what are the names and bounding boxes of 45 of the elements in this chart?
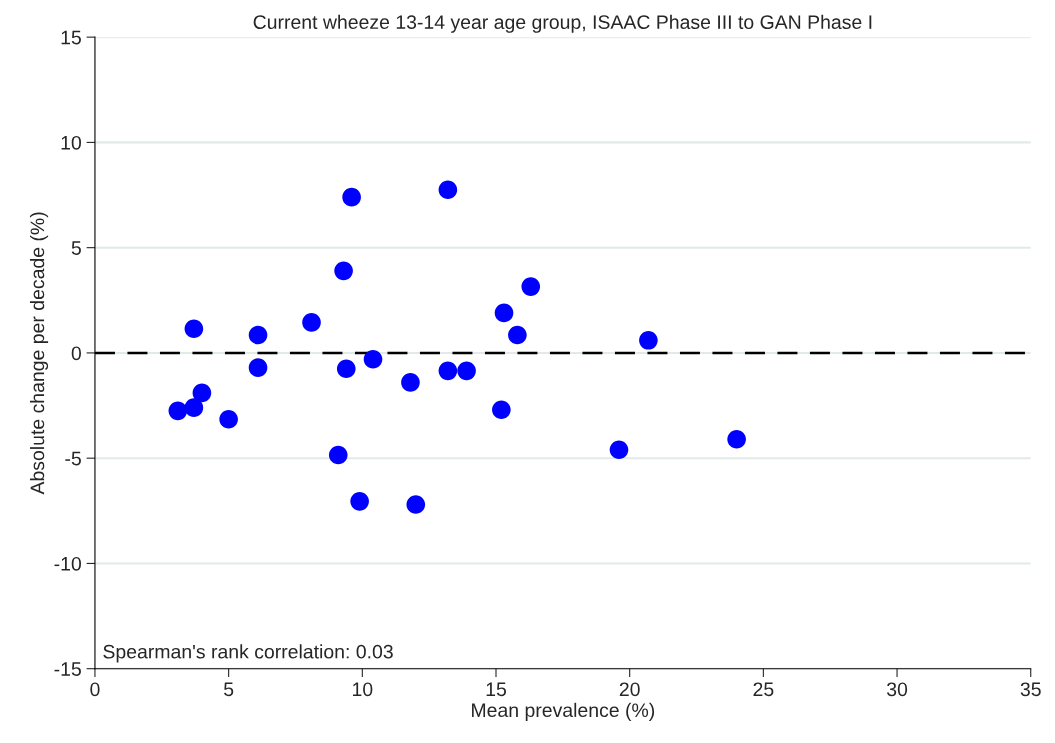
point xyxy=(302,313,321,332)
x-tick-label: 0 xyxy=(90,682,100,697)
point xyxy=(438,180,458,200)
point xyxy=(508,325,527,345)
point xyxy=(336,359,356,379)
x-tick-label: 15 xyxy=(486,682,506,697)
point xyxy=(168,401,188,421)
y-tick-label: -5 xyxy=(65,451,81,466)
point xyxy=(363,349,383,369)
y-axis-title: Absolute change per decade (%) xyxy=(29,212,49,495)
y-tick-label: 15 xyxy=(61,30,81,45)
y-tick-label: 0 xyxy=(71,346,81,361)
point xyxy=(184,319,204,339)
point xyxy=(350,492,369,511)
y-tick-label: -10 xyxy=(54,556,81,571)
x-tick-label: 20 xyxy=(619,682,640,697)
point xyxy=(401,373,420,392)
y-tick-label: 10 xyxy=(61,135,81,150)
point xyxy=(219,409,238,429)
x-tick-label: 30 xyxy=(886,682,908,697)
y-tick-label: 5 xyxy=(71,241,81,255)
point xyxy=(248,358,268,377)
point xyxy=(492,400,511,420)
x-tick-label: 5 xyxy=(224,682,234,697)
x-tick-label: 10 xyxy=(352,682,373,697)
point xyxy=(184,398,204,417)
point xyxy=(342,187,361,207)
chart-title: Current wheeze 13-14 year age group, ISAAC Phase III to GAN Phase I xyxy=(253,14,872,33)
point xyxy=(192,383,212,403)
y-tick-label: -15 xyxy=(54,662,81,676)
x-tick-label: 25 xyxy=(753,682,774,697)
x-tick-label: 35 xyxy=(1020,682,1041,697)
point xyxy=(521,277,541,296)
point xyxy=(457,361,476,381)
x-axis-title: Mean prevalence (%) xyxy=(472,702,655,721)
point xyxy=(248,325,268,345)
point xyxy=(334,261,353,281)
point xyxy=(639,330,658,350)
point xyxy=(406,495,426,514)
annotation: Spearman's rank correlation: 0.03 xyxy=(103,644,393,663)
point xyxy=(494,303,514,323)
point xyxy=(438,361,458,381)
point xyxy=(727,429,746,449)
point xyxy=(328,445,348,465)
point xyxy=(609,440,629,460)
